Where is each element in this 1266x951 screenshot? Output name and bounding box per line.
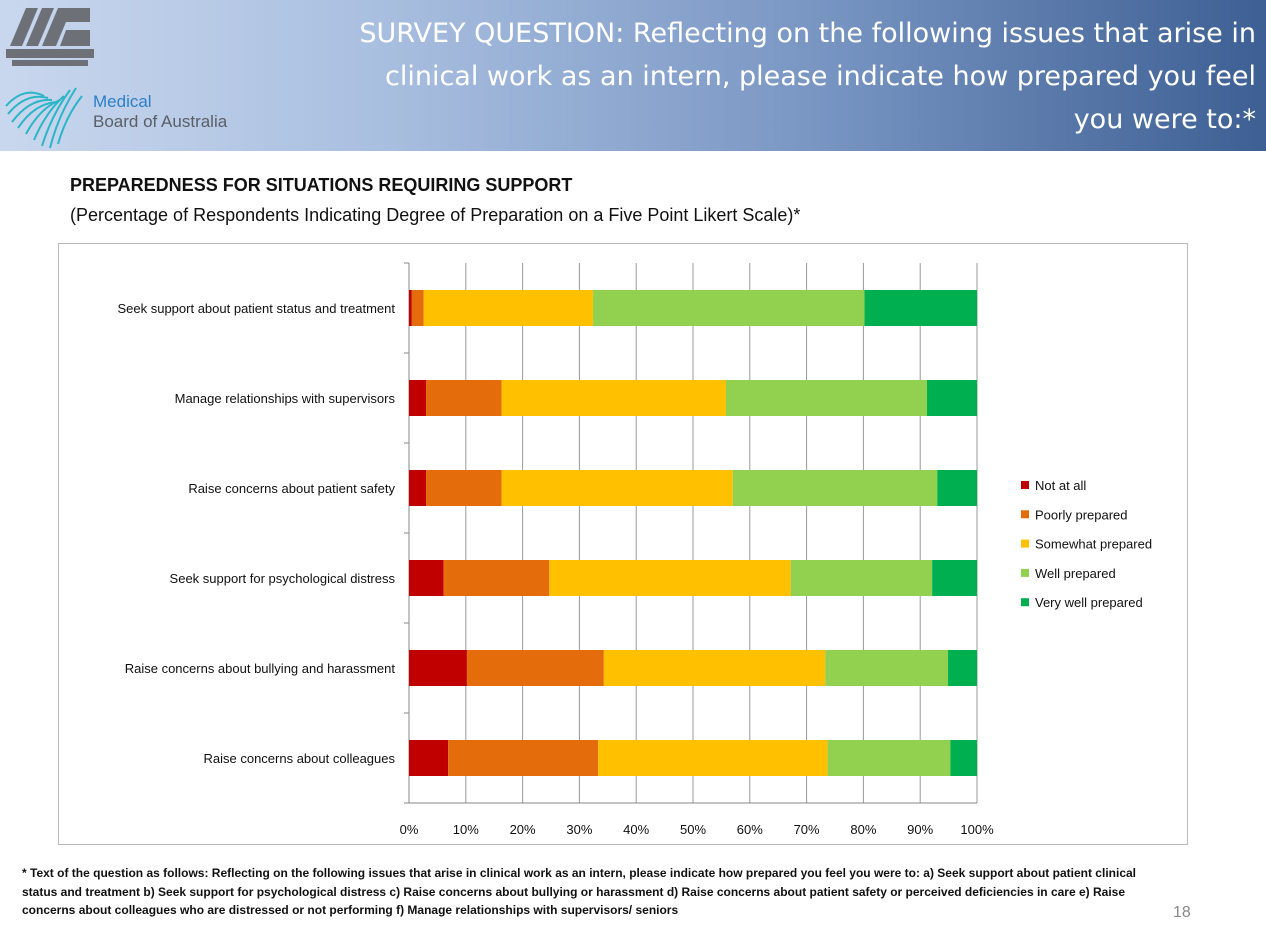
legend-label: Poorly prepared (1035, 507, 1128, 522)
chart-container: 0% 10% 20% 30% 40% 50% 60% 70% 80% 90% 100% Seek su… (58, 243, 1188, 845)
bar-segment (948, 650, 977, 686)
bar-segment (423, 290, 594, 326)
bar-segment (409, 650, 467, 686)
bar-segment (732, 470, 938, 506)
legend-swatch (1021, 510, 1029, 519)
legend-swatch (1021, 481, 1029, 489)
x-tick-label: 60% (737, 822, 763, 837)
bar-segment (827, 740, 951, 776)
bar-segment (937, 470, 977, 506)
legend-label: Very well prepared (1035, 595, 1143, 610)
x-tick-label: 90% (907, 822, 933, 837)
bar-segment (501, 380, 726, 416)
bar-segment (411, 290, 424, 326)
page-title: SURVEY QUESTION: Reflecting on the follo… (359, 18, 1256, 135)
legend-label: Somewhat prepared (1035, 537, 1152, 552)
bar-segment (409, 380, 427, 416)
chart-subtitle: (Percentage of Respondents Indicating De… (70, 205, 801, 225)
bar-segment (598, 740, 828, 776)
x-tick-label: 50% (680, 822, 706, 837)
header-banner: Medical Board of Australia SURVEY QUESTI… (0, 0, 1266, 151)
bar-segment (426, 470, 502, 506)
legend-swatch (1021, 539, 1029, 548)
bar-segment (549, 560, 791, 596)
mba-logo-icon (5, 87, 83, 149)
x-tick-label: 70% (794, 822, 820, 837)
bar-segment (725, 380, 928, 416)
bar-segment (950, 740, 977, 776)
stacked-bar-chart: 0% 10% 20% 30% 40% 50% 60% 70% 80% 90% 100% Seek su… (117, 262, 1152, 837)
category-label: Manage relationships with supervisors (175, 391, 396, 406)
category-label: Raise concerns about colleagues (203, 751, 395, 766)
page-number: 18 (1173, 904, 1191, 921)
bar-segment (501, 470, 733, 506)
legend-label: Well prepared (1035, 566, 1116, 581)
bar-segment (448, 740, 599, 776)
bar-segment (426, 380, 502, 416)
bar-segment (603, 650, 826, 686)
footnote: * Text of the question as follows: Refle… (22, 866, 1136, 917)
bar-segment (932, 560, 977, 596)
x-tick-label: 20% (510, 822, 536, 837)
x-tick-label: 100% (960, 822, 994, 837)
bar-segment (927, 380, 977, 416)
bar-segment (825, 650, 949, 686)
category-label: Raise concerns about patient safety (188, 481, 395, 496)
bar-segment (409, 740, 449, 776)
bar-segment (409, 470, 427, 506)
chart-title: PREPAREDNESS FOR SITUATIONS REQUIRING SU… (70, 175, 573, 195)
x-tick-label: 40% (623, 822, 649, 837)
bar-segment (409, 290, 412, 326)
x-tick-label: 30% (566, 822, 592, 837)
bar-segment (593, 290, 865, 326)
category-label: Seek support about patient status and tr… (117, 301, 395, 316)
bar-segment (864, 290, 977, 326)
bar-segment (790, 560, 933, 596)
category-label: Raise concerns about bullying and harass… (125, 661, 396, 676)
mba-line1: Medical (93, 92, 152, 111)
mba-line2: Board of Australia (93, 112, 228, 131)
mba-logo-text: Medical Board of Australia (93, 92, 227, 132)
amc-logo (6, 8, 94, 66)
bar-segment (409, 560, 444, 596)
legend-label: Not at all (1035, 478, 1086, 493)
category-label: Seek support for psychological distress (170, 571, 396, 586)
x-tick-label: 80% (850, 822, 876, 837)
x-tick-label: 0% (400, 822, 419, 837)
bar-segment (466, 650, 604, 686)
bar-segment (443, 560, 550, 596)
legend-swatch (1021, 568, 1029, 577)
x-tick-label: 10% (453, 822, 479, 837)
legend-swatch (1021, 598, 1029, 607)
